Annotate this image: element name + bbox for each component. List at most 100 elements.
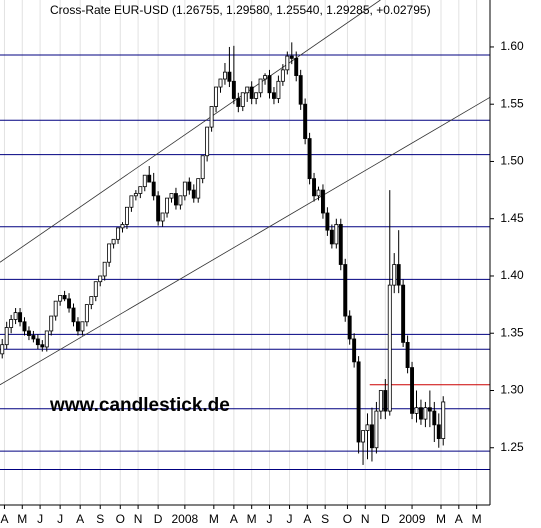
candle-body — [436, 424, 441, 439]
candle-body — [9, 319, 14, 328]
candle-body — [58, 295, 63, 302]
x-tick-label: A — [0, 512, 8, 526]
candle-body — [338, 224, 343, 265]
candle-body — [107, 243, 112, 263]
candle-body — [200, 155, 205, 180]
y-tick-label: 1.45 — [500, 211, 524, 225]
candle-body — [31, 335, 36, 340]
candle-body — [227, 71, 232, 82]
candle-body — [89, 296, 94, 306]
candle-body — [147, 174, 152, 183]
candle-body — [13, 312, 18, 320]
candle-body — [0, 344, 5, 355]
x-tick-label: D — [154, 512, 163, 526]
candle-body — [71, 307, 76, 323]
candle-body — [102, 261, 107, 277]
candle-body — [209, 106, 214, 128]
trend-line — [0, 96, 491, 386]
candle-body — [320, 189, 325, 214]
candle-body — [294, 58, 299, 76]
candle-body — [84, 304, 89, 323]
candle-body — [374, 410, 379, 449]
candle-body — [369, 424, 374, 449]
candle-body — [236, 98, 241, 107]
x-tick-label: 2008 — [172, 512, 199, 526]
candle-body — [316, 189, 321, 197]
candle-body — [378, 390, 383, 412]
candle-body — [151, 181, 156, 197]
candle-body — [383, 390, 388, 412]
x-tick-label: N — [134, 512, 143, 526]
candle-body — [365, 424, 370, 431]
candle-body — [53, 300, 58, 317]
candle-body — [423, 407, 428, 420]
candle-body — [116, 227, 121, 240]
candle-body — [129, 195, 134, 208]
candle-body — [276, 80, 281, 99]
candle-body — [325, 212, 330, 231]
candle-body — [414, 407, 419, 414]
candle-body — [173, 193, 178, 206]
candle-body — [312, 178, 317, 197]
x-tick-label: A — [455, 512, 463, 526]
trend-line — [0, 0, 381, 263]
candle-body — [307, 138, 312, 180]
candle-body — [160, 212, 165, 222]
candle-body — [156, 195, 161, 222]
candle-body — [22, 321, 27, 332]
candle-body — [133, 193, 138, 197]
candle-body — [303, 103, 308, 139]
candle-body — [392, 264, 397, 286]
x-tick-label: M — [472, 512, 482, 526]
candle-body — [352, 338, 357, 363]
candle-body — [249, 86, 254, 99]
candle-body — [169, 193, 174, 199]
candle-body — [396, 264, 401, 286]
x-tick-label: A — [230, 512, 238, 526]
candle-body — [205, 126, 210, 157]
candle-body — [280, 69, 285, 82]
candle-body — [298, 75, 303, 105]
x-tick-label: J — [57, 512, 63, 526]
y-tick-label: 1.60 — [500, 39, 524, 53]
chart-title: Cross-Rate EUR-USD (1.26755, 1.29580, 1.… — [50, 3, 431, 17]
candle-body — [343, 264, 348, 317]
candle-body — [182, 181, 187, 197]
candle-body — [263, 75, 268, 80]
y-tick-label: 1.50 — [500, 154, 524, 168]
candle-body — [80, 321, 85, 332]
candle-body — [26, 330, 31, 336]
watermark: www.candlestick.de — [49, 395, 230, 416]
candle-body — [214, 86, 219, 107]
candle-body — [271, 92, 276, 99]
candle-body — [93, 281, 98, 297]
x-tick-label: M — [17, 512, 27, 526]
x-tick-label: O — [116, 512, 125, 526]
candle-body — [4, 327, 9, 346]
candle-body — [347, 315, 352, 340]
candle-body — [75, 321, 80, 332]
x-tick-label: 2009 — [399, 512, 426, 526]
y-tick-label: 1.25 — [500, 440, 524, 454]
candle-body — [44, 330, 49, 348]
candle-body — [401, 284, 406, 343]
candle-body — [289, 55, 294, 59]
candle-body — [138, 186, 143, 194]
candle-body — [410, 367, 415, 414]
y-tick-label: 1.30 — [500, 383, 524, 397]
candle-body — [67, 298, 72, 309]
candle-body — [18, 312, 23, 323]
candle-body — [329, 229, 334, 245]
x-tick-label: M — [209, 512, 219, 526]
candle-body — [196, 178, 201, 199]
candle-body — [124, 206, 129, 225]
candle-body — [427, 407, 432, 412]
candle-body — [285, 55, 290, 71]
candle-body — [165, 197, 170, 214]
x-tick-label: O — [343, 512, 352, 526]
x-tick-label: J — [287, 512, 293, 526]
y-tick-label: 1.55 — [500, 96, 524, 110]
candle-body — [405, 341, 410, 368]
x-tick-label: M — [436, 512, 446, 526]
